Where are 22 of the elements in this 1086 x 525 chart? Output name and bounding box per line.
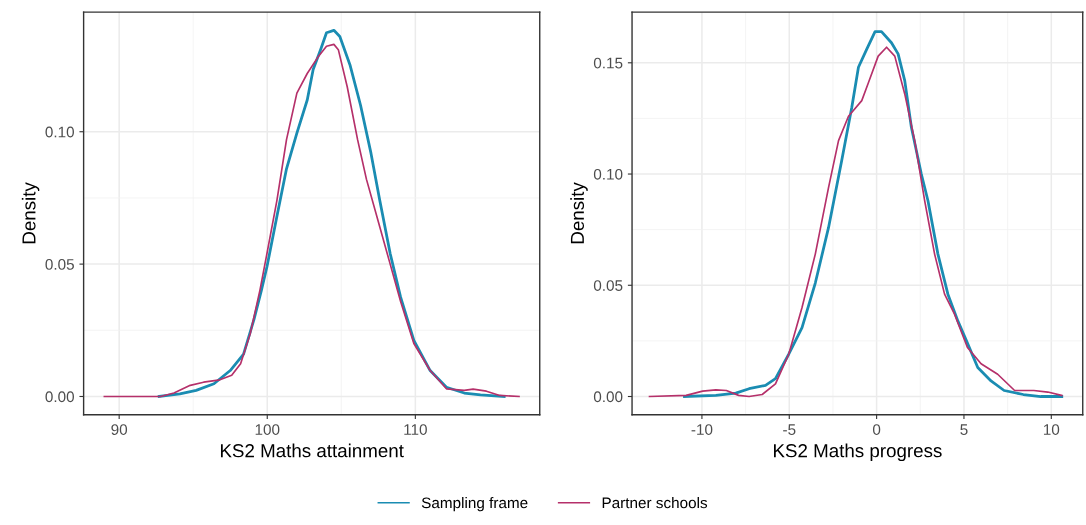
y-tick-label: 0.00 (593, 391, 623, 403)
x-tick-label: -10 (691, 424, 713, 435)
legend-label: Sampling frame (421, 497, 528, 512)
y-tick-label: 0.10 (45, 126, 74, 138)
y-tick-label: 0.00 (45, 391, 74, 403)
y-tick-label: 0.10 (593, 168, 623, 180)
line-series (103, 43, 520, 398)
x-tick-label: 110 (404, 424, 427, 435)
x-tick-label: 90 (111, 424, 128, 435)
x-tick-label: -5 (783, 424, 796, 435)
x-tick-label: 5 (960, 424, 968, 435)
x-tick-label: 0 (872, 424, 881, 435)
legend-label: Partner schools (602, 497, 708, 509)
y-tick-label: 0.15 (593, 57, 623, 69)
y-tick-label: 0.05 (45, 258, 74, 270)
x-axis-title: KS2 Maths attainment (220, 443, 404, 458)
y-axis-title: Density (21, 182, 40, 244)
y-tick-label: 0.05 (593, 280, 623, 291)
x-axis-title: KS2 Maths progress (774, 443, 942, 462)
x-tick-label: 100 (255, 424, 280, 435)
y-axis-title: Density (570, 182, 588, 244)
x-tick-label: 10 (1043, 424, 1060, 435)
